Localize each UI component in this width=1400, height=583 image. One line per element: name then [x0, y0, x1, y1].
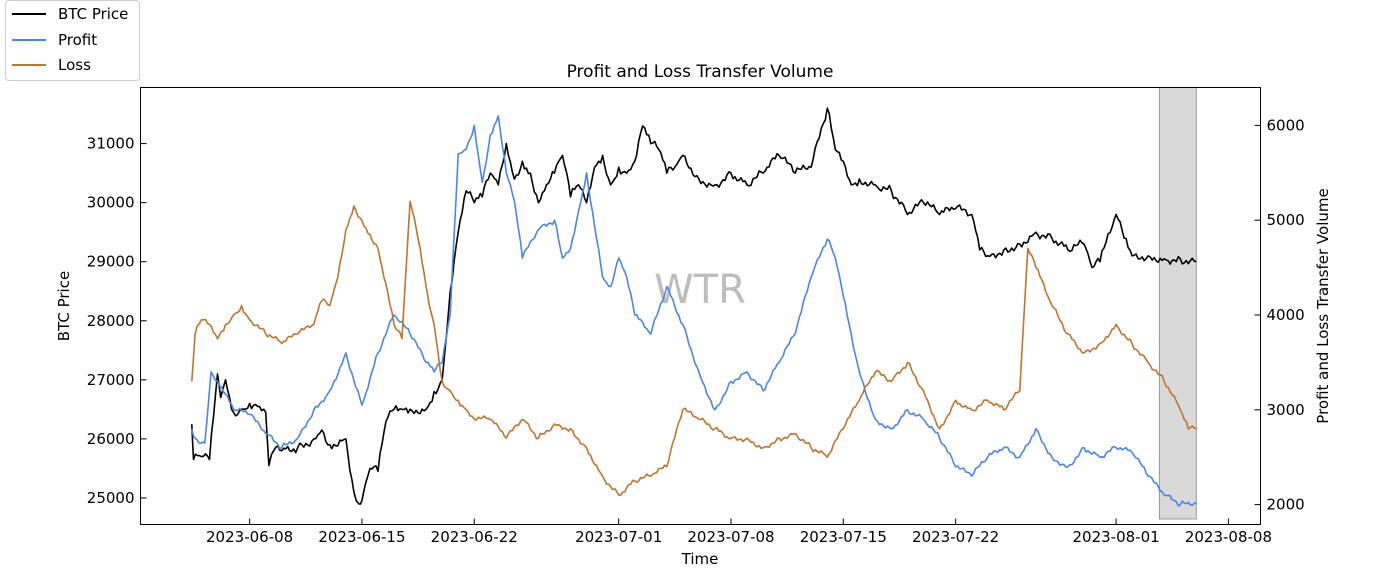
- chart-title: Profit and Loss Transfer Volume: [567, 62, 834, 82]
- y2-tick-label: 4000: [1267, 306, 1305, 324]
- legend-label-btc-price: BTC Price: [58, 5, 128, 23]
- y-tick-label: 29000: [87, 253, 135, 271]
- y-tick-label: 31000: [87, 135, 135, 153]
- y-axis-left: 25000 26000 27000 28000 29000 30000 31000: [87, 135, 147, 507]
- series-layer: [191, 107, 1197, 507]
- x-tick-label: 2023-07-22: [912, 528, 999, 546]
- y-tick-label: 25000: [87, 489, 135, 507]
- y2-tick-label: 5000: [1267, 211, 1305, 229]
- series-line-profit: [191, 115, 1197, 507]
- x-axis-label: Time: [681, 550, 719, 568]
- y2-axis-label: Profit and Loss Transfer Volume: [1314, 188, 1332, 423]
- x-tick-label: 2023-08-01: [1072, 528, 1159, 546]
- x-tick-label: 2023-08-08: [1185, 528, 1272, 546]
- y-tick-label: 28000: [87, 312, 135, 330]
- x-axis: 2023-06-08 2023-06-15 2023-06-22 2023-07-01…: [206, 518, 1272, 546]
- highlight-band: [1158, 87, 1197, 520]
- legend: BTC Price Profit Loss: [5, 0, 140, 81]
- legend-label-profit: Profit: [58, 31, 97, 49]
- x-tick-label: 2023-06-08: [206, 528, 293, 546]
- x-tick-label: 2023-06-15: [318, 528, 405, 546]
- y-tick-label: 27000: [87, 371, 135, 389]
- series-line-loss: [191, 200, 1197, 496]
- x-tick-label: 2023-07-08: [687, 528, 774, 546]
- x-tick-label: 2023-07-01: [575, 528, 662, 546]
- plot-frame: [140, 87, 1261, 525]
- y-tick-label: 30000: [87, 194, 135, 212]
- y2-tick-label: 3000: [1267, 401, 1305, 419]
- legend-label-loss: Loss: [58, 56, 91, 74]
- y-axis-label: BTC Price: [55, 271, 73, 341]
- x-tick-label: 2023-06-22: [431, 528, 518, 546]
- y-axis-right: 2000 3000 4000 5000 6000: [1254, 116, 1305, 514]
- y2-tick-label: 6000: [1267, 116, 1305, 134]
- y-tick-label: 26000: [87, 430, 135, 448]
- series-line-btc-price: [191, 107, 1197, 505]
- x-tick-label: 2023-07-15: [800, 528, 887, 546]
- y2-tick-label: 2000: [1267, 496, 1305, 514]
- watermark: WTR: [654, 267, 746, 313]
- legend-box: [5, 0, 140, 81]
